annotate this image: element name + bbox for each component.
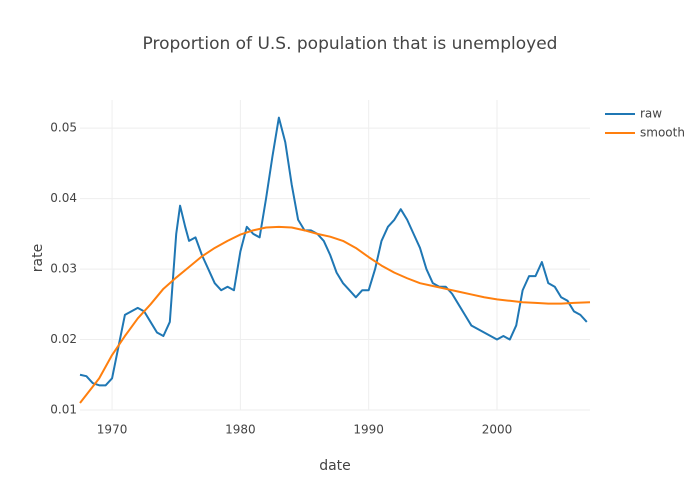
legend-label: raw — [640, 107, 662, 121]
y-tick-label: 0.05 — [50, 121, 77, 135]
y-tick-label: 0.01 — [50, 403, 77, 417]
x-tick-label: 1980 — [225, 423, 256, 437]
x-tick-label: 1970 — [97, 423, 128, 437]
x-tick-label: 2000 — [482, 423, 513, 437]
x-axis-label: date — [319, 458, 351, 474]
y-tick-label: 0.02 — [50, 332, 77, 346]
line-series — [79, 116, 588, 387]
y-axis-label: rate — [30, 244, 46, 272]
y-tick-label: 0.03 — [50, 262, 77, 276]
line-series — [79, 225, 591, 404]
y-tick-label: 0.04 — [50, 191, 77, 205]
chart-title: Proportion of U.S. population that is un… — [143, 34, 558, 54]
legend-label: smooth — [640, 126, 685, 140]
x-tick-label: 1990 — [353, 423, 384, 437]
